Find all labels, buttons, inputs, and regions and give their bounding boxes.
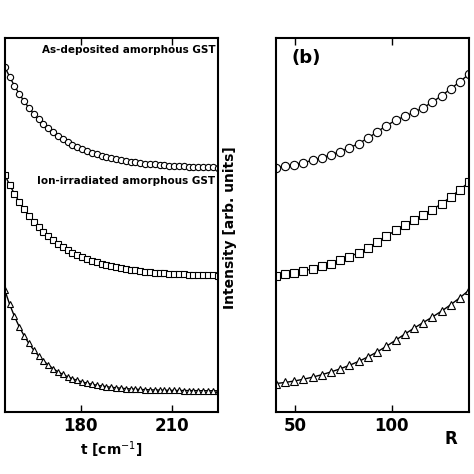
Text: Ion-irradiated amorphous GST: Ion-irradiated amorphous GST <box>37 176 216 186</box>
Text: R: R <box>445 430 457 448</box>
Text: Intensity [arb. units]: Intensity [arb. units] <box>223 146 237 309</box>
Text: (b): (b) <box>291 49 320 67</box>
X-axis label: t [cm$^{-1}$]: t [cm$^{-1}$] <box>80 439 142 460</box>
Text: As-deposited amorphous GST: As-deposited amorphous GST <box>42 46 216 55</box>
